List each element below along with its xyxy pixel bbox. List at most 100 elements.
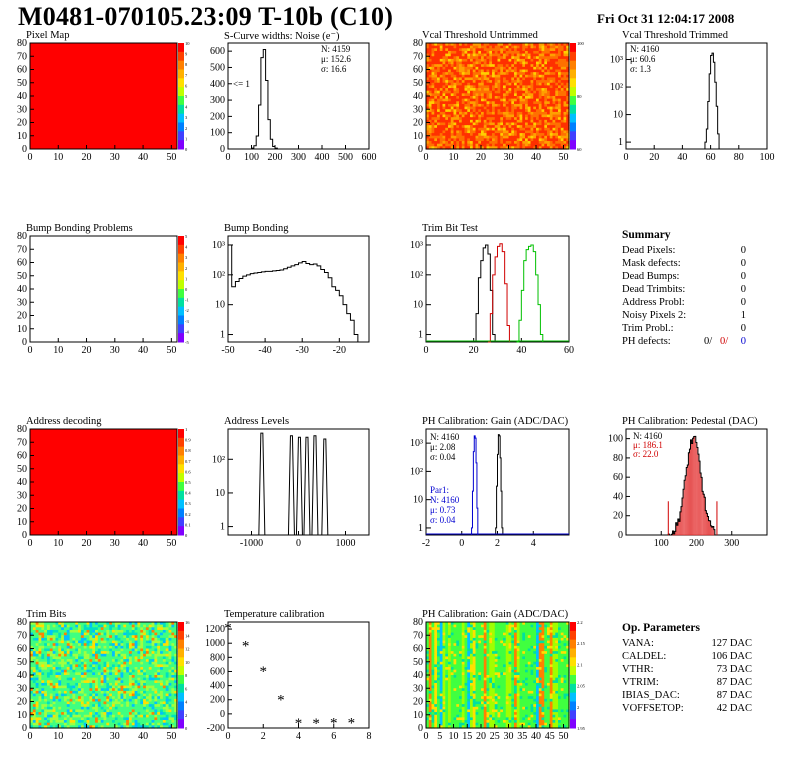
vcal-cell — [511, 53, 515, 57]
trimbit-cell — [41, 722, 45, 726]
vcal-cell — [547, 133, 551, 137]
vcal-cell — [558, 66, 562, 71]
trimbit-cell — [106, 659, 110, 663]
vcal-cell — [503, 127, 507, 132]
vcal-cell — [478, 119, 482, 124]
trimbit-cell — [58, 661, 62, 665]
y-tick-label: 50 — [17, 464, 27, 475]
trimbit-cell — [30, 629, 34, 634]
trimbit-cell — [52, 632, 57, 636]
trimbit-cell — [66, 661, 71, 665]
vcal-cell — [549, 143, 554, 147]
vcal-cell — [467, 43, 471, 47]
vcal-cell — [497, 61, 501, 65]
vcal-cell — [434, 106, 438, 110]
trimbit-cell — [69, 632, 74, 636]
vcal-cell — [566, 106, 570, 110]
vcal-cell — [492, 103, 496, 108]
vcal-cell — [514, 106, 518, 110]
trimbit-cell — [44, 701, 48, 705]
vcal-cell — [489, 98, 493, 102]
vcal-cell — [516, 101, 521, 105]
vcal-cell — [514, 50, 518, 55]
trimbit-cell — [95, 706, 99, 711]
vcal-cell — [470, 58, 474, 63]
trimbit-cell — [134, 722, 139, 726]
vcal-cell — [437, 45, 441, 49]
vcal-cell — [434, 122, 438, 126]
trimbit-cell — [160, 632, 164, 636]
gain-map-cell — [445, 622, 449, 626]
vcal-cell — [448, 122, 452, 126]
trimbit-cell — [86, 720, 90, 724]
trimbit-cell — [83, 659, 88, 663]
y-tick-label: 200 — [210, 695, 225, 706]
trimbit-cell — [32, 632, 37, 636]
trimbit-cell — [30, 690, 34, 695]
trimbit-cell — [162, 648, 167, 652]
vcal-cell — [525, 103, 529, 108]
trimbit-cell — [75, 698, 79, 703]
vcal-cell — [516, 69, 521, 73]
trimbit-cell — [128, 680, 133, 684]
vcal-cell — [522, 103, 526, 108]
trimbit-cell — [92, 720, 96, 724]
gain-map-cell — [492, 624, 496, 628]
vcal-cell — [505, 58, 510, 63]
trimbit-cell — [160, 696, 164, 700]
vcal-cell — [566, 82, 570, 86]
vcal-cell — [461, 77, 466, 81]
trimbit-cell — [58, 720, 62, 724]
trimbit-cell — [55, 675, 59, 679]
trimbit-cell — [69, 667, 74, 671]
trimbit-cell — [165, 725, 170, 729]
vcal-cell — [442, 133, 446, 137]
colorbar-tick-label: 1 — [185, 427, 187, 432]
vcal-cell — [525, 117, 529, 121]
trimbit-cell — [137, 720, 141, 724]
par1-label: Par1: — [430, 485, 449, 495]
vcal-cell — [450, 90, 455, 94]
trimbit-cell — [106, 677, 110, 681]
vcal-cell — [483, 50, 488, 55]
vcal-cell — [486, 135, 490, 139]
x-tick-label: 300 — [724, 538, 739, 549]
gain-map-cell — [497, 629, 501, 634]
vcal-cell — [437, 77, 441, 81]
trimbit-cell — [55, 664, 59, 668]
gain-map-cell — [426, 635, 430, 639]
vcal-cell — [448, 77, 452, 81]
colorbar-segment — [178, 482, 184, 492]
trimbit-cell — [92, 714, 96, 718]
trimbit-cell — [35, 622, 40, 626]
vcal-cell — [470, 98, 474, 102]
x-tick-label: 40 — [138, 731, 148, 742]
y-tick-label: 50 — [17, 78, 27, 89]
trimbit-cell — [140, 675, 144, 679]
vcal-cell — [453, 45, 457, 49]
gain-map-cell — [437, 632, 441, 636]
vcal-cell — [563, 125, 567, 129]
vcal-cell — [450, 74, 455, 79]
trimbit-cell — [66, 669, 71, 673]
vcal-cell — [448, 146, 452, 150]
trimbit-cell — [131, 698, 136, 703]
vcal-cell — [481, 82, 485, 86]
trimbit-cell — [109, 677, 113, 681]
trimbit-cell — [83, 701, 88, 705]
gain-map-cell — [525, 622, 529, 626]
vcal-cell — [555, 130, 559, 134]
trimbit-cell — [83, 717, 88, 721]
trimbit-cell — [165, 696, 170, 700]
y-tick-label: 0 — [220, 144, 225, 155]
gain-map-cell — [481, 627, 485, 631]
gain-map-cell — [475, 632, 479, 636]
trimbit-cell — [106, 698, 110, 703]
trimbit-cell — [109, 696, 113, 700]
trimbit-cell — [92, 643, 96, 647]
vcal-cell — [475, 111, 479, 116]
vcal-cell — [516, 56, 521, 60]
trimbit-cell — [171, 624, 175, 628]
vcal-cell — [445, 66, 449, 71]
trimbit-cell — [41, 629, 45, 634]
